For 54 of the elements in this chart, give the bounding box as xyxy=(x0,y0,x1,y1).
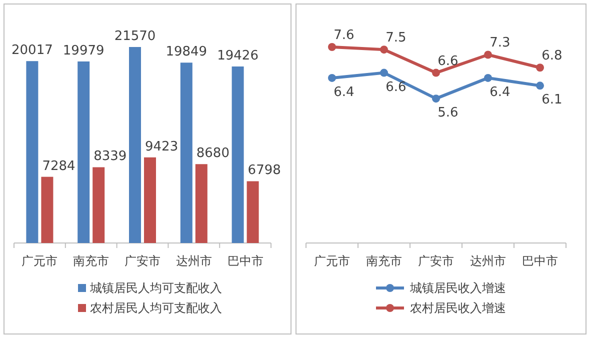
data-label: 6.4 xyxy=(490,84,510,100)
data-label: 7284 xyxy=(42,158,76,174)
bar xyxy=(26,61,38,243)
x-tick-label: 广安市 xyxy=(124,254,160,268)
bar xyxy=(246,181,259,243)
x-tick-label: 广安市 xyxy=(418,254,454,268)
legend-label: 城镇居民收入增速 xyxy=(409,281,506,295)
x-tick-label: 广元市 xyxy=(22,254,58,268)
bar xyxy=(195,164,208,243)
x-tick-label: 巴中市 xyxy=(522,254,558,268)
bar xyxy=(144,157,156,243)
point xyxy=(380,46,388,54)
bar xyxy=(180,62,192,243)
legend-label: 城镇居民人均可支配收入 xyxy=(89,281,222,295)
data-label: 19849 xyxy=(166,44,208,60)
point xyxy=(432,94,440,103)
data-label: 6.8 xyxy=(542,48,562,64)
data-label: 19426 xyxy=(217,48,258,64)
data-label: 5.6 xyxy=(438,106,458,121)
data-label: 7.3 xyxy=(490,36,510,51)
data-label: 19979 xyxy=(62,43,104,58)
x-tick-label: 达州市 xyxy=(176,254,212,268)
bar xyxy=(41,176,54,243)
x-tick-label: 广元市 xyxy=(314,254,350,268)
bar xyxy=(232,66,244,243)
legend-label: 农村居民收入增速 xyxy=(410,301,506,315)
point xyxy=(536,82,544,90)
data-label: 7.5 xyxy=(386,30,406,46)
x-tick-label: 南充市 xyxy=(366,254,402,268)
data-label: 8339 xyxy=(94,149,127,164)
data-label: 6798 xyxy=(248,163,281,178)
data-label: 21570 xyxy=(114,29,156,44)
data-label: 9423 xyxy=(145,139,178,154)
x-tick-label: 南充市 xyxy=(73,254,110,268)
point xyxy=(432,68,440,77)
point xyxy=(484,50,492,59)
bar xyxy=(92,167,105,243)
data-label: 20017 xyxy=(12,43,53,58)
data-label: 6.1 xyxy=(542,92,562,108)
data-label: 6.6 xyxy=(438,54,458,69)
point xyxy=(328,74,336,82)
legend-label: 农村居民人均可支配收入 xyxy=(90,301,222,315)
data-label: 7.6 xyxy=(334,28,354,43)
bar xyxy=(129,47,141,243)
data-label: 6.6 xyxy=(386,80,406,95)
bar xyxy=(78,61,90,243)
point xyxy=(328,43,336,51)
point xyxy=(380,68,388,77)
x-tick-label: 达州市 xyxy=(470,254,506,268)
point xyxy=(484,74,492,82)
data-label: 8680 xyxy=(196,146,230,162)
point xyxy=(536,64,544,72)
x-tick-label: 巴中市 xyxy=(227,254,264,268)
data-label: 6.4 xyxy=(334,84,354,100)
